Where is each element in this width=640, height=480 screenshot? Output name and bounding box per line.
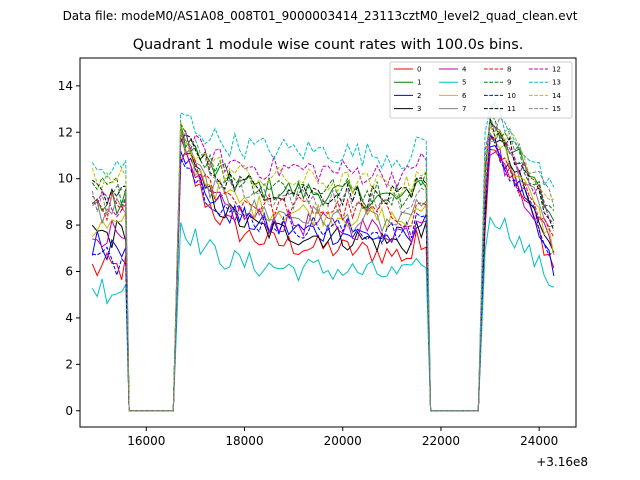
y-tick-label: 6	[65, 265, 73, 279]
legend-label: 13	[552, 79, 561, 87]
legend-label: 12	[552, 66, 561, 74]
series-line-14	[91, 122, 554, 412]
chart-suptitle: Data file: modeM0/AS1A08_008T01_90000034…	[63, 9, 578, 23]
x-tick-label: 20000	[324, 434, 362, 448]
series-line-9	[91, 115, 555, 412]
y-tick-label: 4	[65, 311, 73, 325]
x-tick-label: 18000	[225, 434, 263, 448]
legend-label: 15	[552, 105, 561, 113]
y-tick-label: 14	[58, 79, 73, 93]
y-tick-label: 8	[65, 218, 73, 232]
legend-label: 10	[507, 92, 516, 100]
legend-label: 6	[462, 92, 467, 100]
series-line-6	[91, 130, 555, 412]
legend-label: 8	[507, 66, 511, 74]
x-axis-offset-label: +3.16e8	[536, 455, 588, 469]
x-tick-label: 16000	[127, 434, 165, 448]
series-line-11	[91, 118, 555, 412]
legend-label: 1	[417, 79, 421, 87]
legend-label: 3	[417, 105, 421, 113]
y-tick-label: 0	[65, 404, 73, 418]
legend-label: 4	[462, 66, 467, 74]
series-line-10	[92, 135, 555, 412]
y-tick-label: 12	[58, 125, 73, 139]
series-line-2	[91, 145, 555, 412]
series-line-15	[91, 116, 555, 412]
legend-frame	[389, 61, 573, 119]
y-tick-label: 10	[58, 172, 73, 186]
legend-label: 0	[417, 66, 421, 74]
legend-label: 2	[417, 92, 421, 100]
legend-label: 9	[507, 79, 511, 87]
legend-label: 7	[462, 105, 466, 113]
series-line-5	[91, 215, 555, 412]
legend-label: 11	[507, 105, 516, 113]
plot-frame	[79, 57, 577, 428]
x-tick-label: 22000	[422, 434, 460, 448]
series-line-8	[91, 136, 555, 412]
chart-title: Quadrant 1 module wise count rates with …	[133, 37, 524, 53]
series-line-1	[91, 120, 555, 412]
x-tick-label: 24000	[520, 434, 558, 448]
legend-label: 14	[552, 92, 561, 100]
series-layer	[91, 101, 555, 412]
legend-label: 5	[462, 79, 466, 87]
y-tick-label: 2	[65, 357, 73, 371]
